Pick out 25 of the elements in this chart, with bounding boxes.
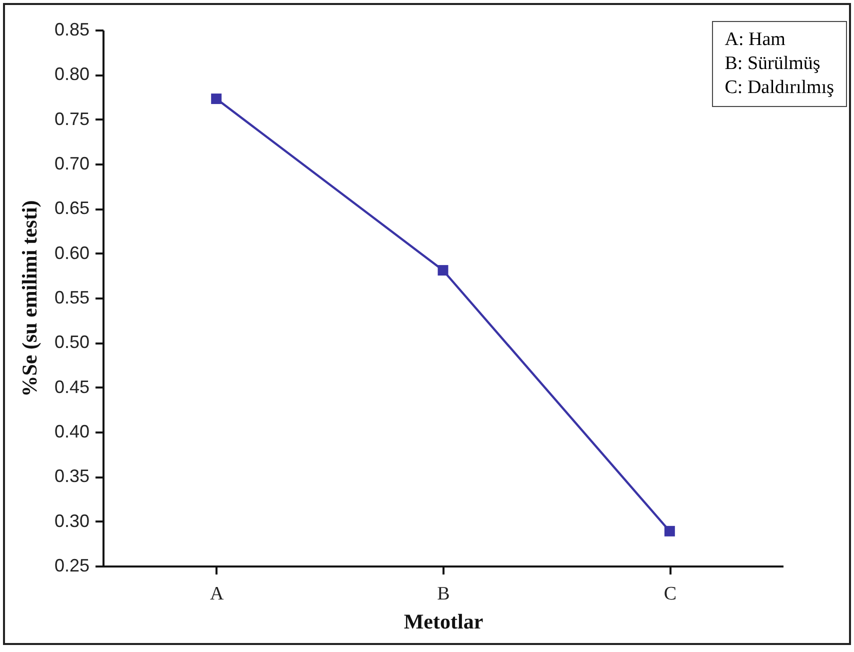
x-axis-title: Metotlar	[404, 610, 484, 634]
y-tick-label: 0.25	[54, 556, 90, 576]
y-tick-label: 0.65	[54, 198, 90, 218]
y-tick-label: 0.75	[54, 108, 90, 129]
annotation: A: Ham	[724, 28, 786, 52]
y-tick-label: 0.40	[54, 422, 90, 442]
annotation: C: Daldırılmış	[724, 76, 834, 100]
x-tick-label: B	[437, 584, 450, 604]
y-tick-label: 0.85	[54, 20, 90, 40]
x-tick-label: A	[210, 584, 224, 604]
y-tick-label: 0.30	[54, 510, 90, 531]
y-tick-label: 0.60	[54, 242, 90, 263]
y-tick-label: 0.80	[54, 64, 90, 84]
y-axis-title: %Se (su emilimi testi)	[17, 200, 42, 397]
y-tick-label: 0.45	[54, 376, 90, 397]
y-tick-label: 0.70	[54, 154, 90, 174]
annotation: B: Sürülmüş	[724, 52, 822, 76]
note-box: A: Ham B: Sürülmüş C: Daldırılmış	[712, 21, 847, 107]
point	[211, 94, 222, 104]
y-tick-label: 0.55	[54, 288, 90, 308]
point	[438, 265, 448, 276]
y-tick-label: 0.35	[54, 466, 90, 486]
y-tick-label: 0.50	[54, 332, 90, 352]
x-tick-label: C	[664, 584, 677, 604]
point	[664, 526, 675, 536]
